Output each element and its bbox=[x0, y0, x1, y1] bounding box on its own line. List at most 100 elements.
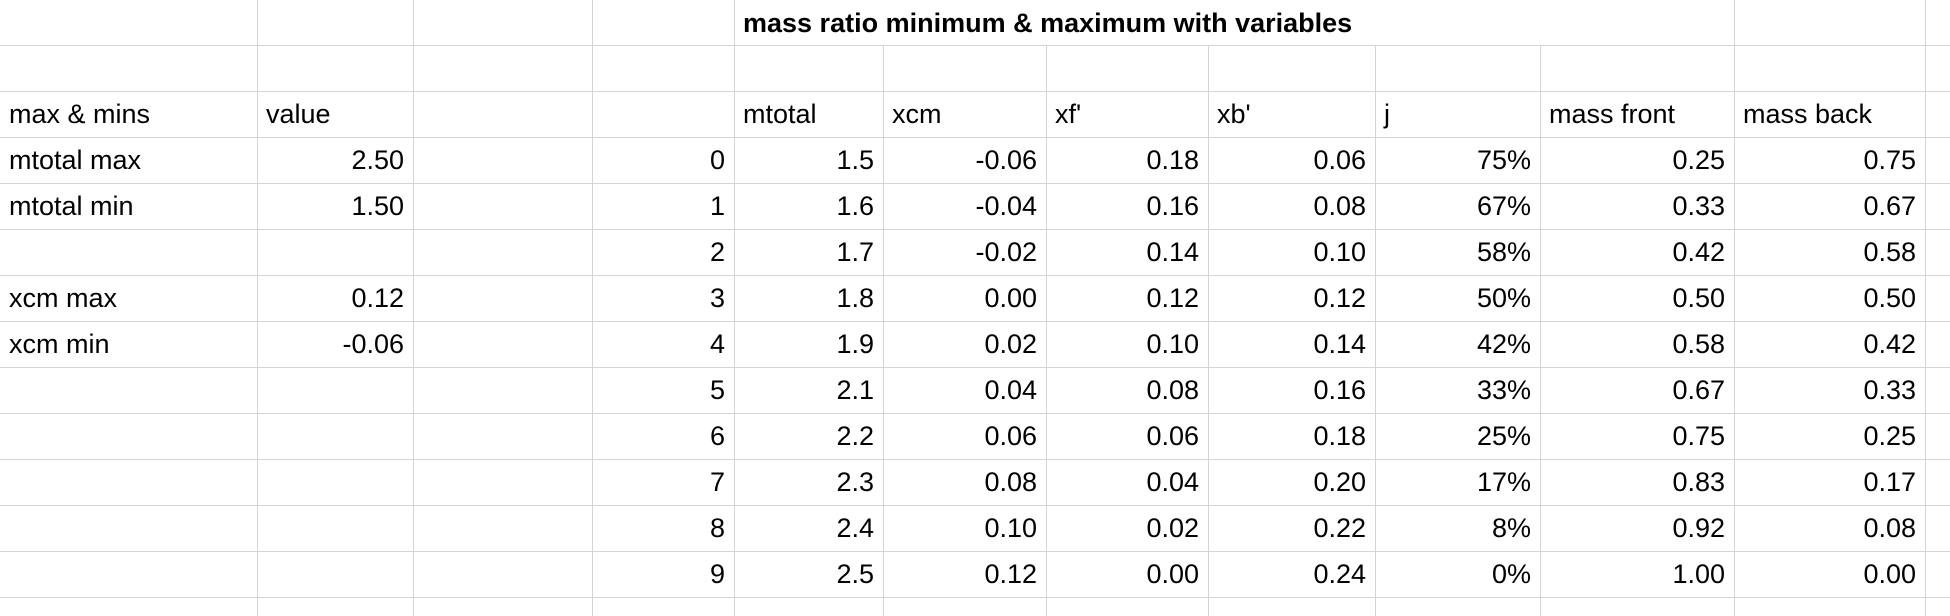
cell: 67% bbox=[1476, 191, 1531, 221]
cell: 0.04 bbox=[1146, 467, 1199, 497]
cell: 0.33 bbox=[1863, 375, 1916, 405]
cell: 0.83 bbox=[1672, 467, 1725, 497]
cell: 0.06 bbox=[1313, 145, 1366, 175]
cell: 9 bbox=[709, 559, 725, 589]
cell: -0.06 bbox=[342, 329, 404, 359]
cell: 0.25 bbox=[1863, 421, 1916, 451]
grid-line bbox=[1540, 45, 1541, 616]
cell: 0% bbox=[1491, 559, 1531, 589]
grid-line bbox=[0, 459, 1950, 460]
cell: 0.14 bbox=[1313, 329, 1366, 359]
cell: 0.16 bbox=[1146, 191, 1199, 221]
cell: 58% bbox=[1476, 237, 1531, 267]
cell: 2 bbox=[709, 237, 725, 267]
cell: 0.08 bbox=[1146, 375, 1199, 405]
cell: 0.08 bbox=[1313, 191, 1366, 221]
cell: 0.75 bbox=[1672, 421, 1725, 451]
grid-line bbox=[0, 551, 1950, 552]
cell: -0.02 bbox=[975, 237, 1037, 267]
cell: 2.50 bbox=[351, 145, 404, 175]
cell: mtotal bbox=[743, 99, 817, 129]
cell: 0.10 bbox=[1146, 329, 1199, 359]
grid-line bbox=[0, 597, 1950, 598]
cell: 2.3 bbox=[836, 467, 874, 497]
grid-line bbox=[0, 321, 1950, 322]
cell: 1.00 bbox=[1672, 559, 1725, 589]
cell: value bbox=[266, 99, 331, 129]
cell: xb' bbox=[1217, 99, 1251, 129]
cell: 0.02 bbox=[1146, 513, 1199, 543]
grid-line bbox=[0, 275, 1950, 276]
cell: 0.67 bbox=[1672, 375, 1725, 405]
cell: 1.9 bbox=[836, 329, 874, 359]
cell: 0.75 bbox=[1863, 145, 1916, 175]
cell: 50% bbox=[1476, 283, 1531, 313]
cell: 0.16 bbox=[1313, 375, 1366, 405]
cell: xf' bbox=[1055, 99, 1082, 129]
cell: 0.25 bbox=[1672, 145, 1725, 175]
grid-line bbox=[0, 367, 1950, 368]
cell: -0.04 bbox=[975, 191, 1037, 221]
grid-line bbox=[0, 45, 1950, 46]
cell: 42% bbox=[1476, 329, 1531, 359]
grid-line bbox=[0, 137, 1950, 138]
grid-line bbox=[1375, 45, 1376, 616]
cell: 0 bbox=[709, 145, 725, 175]
cell: xcm bbox=[892, 99, 942, 129]
cell: 0.12 bbox=[1146, 283, 1199, 313]
cell: mass front bbox=[1549, 99, 1676, 129]
cell: mtotal max bbox=[9, 145, 142, 175]
cell: 4 bbox=[709, 329, 725, 359]
grid-line bbox=[0, 183, 1950, 184]
cell: 0.00 bbox=[984, 283, 1037, 313]
cell: 0.02 bbox=[984, 329, 1037, 359]
cell: mass back bbox=[1743, 99, 1873, 129]
cell: max & mins bbox=[9, 99, 151, 129]
grid-line bbox=[0, 91, 1950, 92]
cell: 1.8 bbox=[836, 283, 874, 313]
grid-line bbox=[592, 0, 593, 616]
cell: 0.00 bbox=[1863, 559, 1916, 589]
cell: 1.50 bbox=[351, 191, 404, 221]
cell: 1.6 bbox=[836, 191, 874, 221]
cell: 1.5 bbox=[836, 145, 874, 175]
cell: 75% bbox=[1476, 145, 1531, 175]
cell: 0.10 bbox=[1313, 237, 1366, 267]
grid-line bbox=[0, 505, 1950, 506]
cell: 2.5 bbox=[836, 559, 874, 589]
cell: 2.1 bbox=[836, 375, 874, 405]
cell: 8 bbox=[709, 513, 725, 543]
cell: 2.4 bbox=[836, 513, 874, 543]
grid-line bbox=[1208, 45, 1209, 616]
cell: -0.06 bbox=[975, 145, 1037, 175]
cell: 0.58 bbox=[1672, 329, 1725, 359]
grid-line bbox=[0, 229, 1950, 230]
cell: 3 bbox=[709, 283, 725, 313]
grid-line bbox=[413, 0, 414, 616]
cell: 2.2 bbox=[836, 421, 874, 451]
cell: 0.12 bbox=[984, 559, 1037, 589]
cell: 0.42 bbox=[1672, 237, 1725, 267]
cell: 1.7 bbox=[836, 237, 874, 267]
cell: 0.18 bbox=[1146, 145, 1199, 175]
cell: 33% bbox=[1476, 375, 1531, 405]
cell: 0.50 bbox=[1863, 283, 1916, 313]
grid-line bbox=[1925, 0, 1926, 616]
cell: 0.17 bbox=[1863, 467, 1916, 497]
cell: xcm max bbox=[9, 283, 117, 313]
cell: 17% bbox=[1476, 467, 1531, 497]
cell: 0.92 bbox=[1672, 513, 1725, 543]
cell: xcm min bbox=[9, 329, 110, 359]
cell: 0.12 bbox=[1313, 283, 1366, 313]
cell: 7 bbox=[709, 467, 725, 497]
cell: 0.08 bbox=[984, 467, 1037, 497]
cell: 25% bbox=[1476, 421, 1531, 451]
cell: j bbox=[1384, 99, 1390, 129]
cell: 0.08 bbox=[1863, 513, 1916, 543]
cell: 0.12 bbox=[351, 283, 404, 313]
grid-line bbox=[1046, 45, 1047, 616]
cell: 0.50 bbox=[1672, 283, 1725, 313]
cell: 0.10 bbox=[984, 513, 1037, 543]
grid-line bbox=[1734, 0, 1735, 616]
